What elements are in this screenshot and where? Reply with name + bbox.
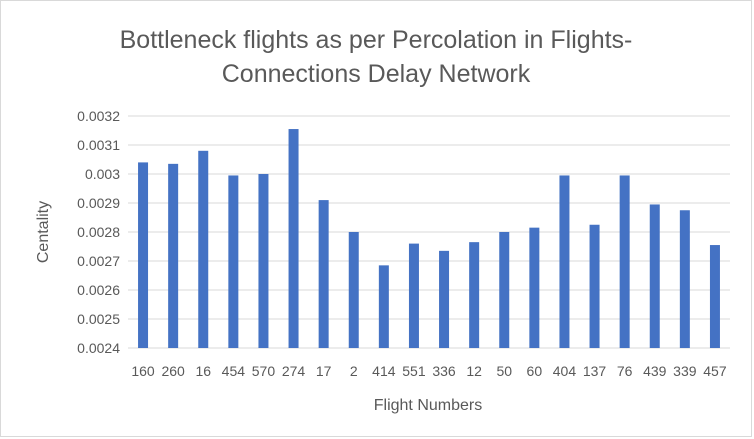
bar-2 xyxy=(348,232,359,348)
x-tick-label: 17 xyxy=(316,363,332,379)
y-tick-label: 0.0026 xyxy=(77,282,120,298)
y-tick-label: 0.0025 xyxy=(77,311,120,327)
x-tick-label: 457 xyxy=(703,363,727,379)
x-tick-label: 454 xyxy=(222,363,246,379)
bar-260 xyxy=(168,163,179,348)
x-tick-label: 551 xyxy=(402,363,426,379)
y-tick-label: 0.0028 xyxy=(77,224,120,240)
x-tick-label: 404 xyxy=(553,363,577,379)
y-tick-label: 0.0027 xyxy=(77,253,120,269)
x-axis-title: Flight Numbers xyxy=(374,397,482,414)
y-tick-label: 0.0031 xyxy=(77,137,120,153)
bar-137 xyxy=(589,224,600,348)
x-tick-labels: 160 260 16 454 570 274 17 2 414 551 336 12 50 60 404 13… xyxy=(131,363,726,379)
bars xyxy=(138,129,720,348)
bar-439 xyxy=(649,204,660,348)
x-tick-label: 274 xyxy=(282,363,306,379)
x-tick-label: 50 xyxy=(496,363,512,379)
y-tick-label: 0.0032 xyxy=(77,108,120,124)
bar-457 xyxy=(709,245,720,348)
y-axis-title: Centality xyxy=(35,201,52,263)
bar-60 xyxy=(529,227,540,348)
gridlines xyxy=(128,115,730,349)
x-tick-label: 414 xyxy=(372,363,396,379)
x-tick-label: 570 xyxy=(252,363,276,379)
bar-160 xyxy=(138,162,149,348)
bar-551 xyxy=(408,243,419,348)
bar-454 xyxy=(228,175,239,348)
x-tick-label: 76 xyxy=(617,363,633,379)
bar-414 xyxy=(378,265,389,348)
bar-12 xyxy=(469,242,480,348)
x-tick-label: 137 xyxy=(583,363,607,379)
x-tick-label: 339 xyxy=(673,363,697,379)
bar-50 xyxy=(499,232,510,348)
x-tick-label: 12 xyxy=(466,363,482,379)
x-tick-label: 160 xyxy=(131,363,155,379)
x-tick-label: 60 xyxy=(527,363,543,379)
chart-title-line-2: Connections Delay Network xyxy=(221,60,531,88)
x-tick-label: 439 xyxy=(643,363,667,379)
bar-17 xyxy=(318,200,329,348)
bar-16 xyxy=(198,150,209,348)
chart-title: Bottleneck flights as per Percolation in… xyxy=(41,23,711,91)
x-tick-label: 16 xyxy=(195,363,211,379)
bar-76 xyxy=(619,175,630,348)
bar-339 xyxy=(679,210,690,348)
chart-title-line-1: Bottleneck flights as per Percolation in… xyxy=(119,26,633,54)
x-tick-label: 260 xyxy=(161,363,185,379)
bar-336 xyxy=(439,250,450,348)
y-tick-label: 0.003 xyxy=(85,166,120,182)
bar-570 xyxy=(258,174,269,348)
y-tick-labels: 0.0024 0.0025 0.0026 0.0027 0.0028 0.0029 0.00… xyxy=(77,108,120,356)
x-tick-label: 336 xyxy=(432,363,456,379)
bar-274 xyxy=(288,129,299,348)
x-tick-label: 2 xyxy=(350,363,358,379)
y-tick-label: 0.0029 xyxy=(77,195,120,211)
bar-404 xyxy=(559,175,570,348)
y-tick-label: 0.0024 xyxy=(77,340,120,356)
